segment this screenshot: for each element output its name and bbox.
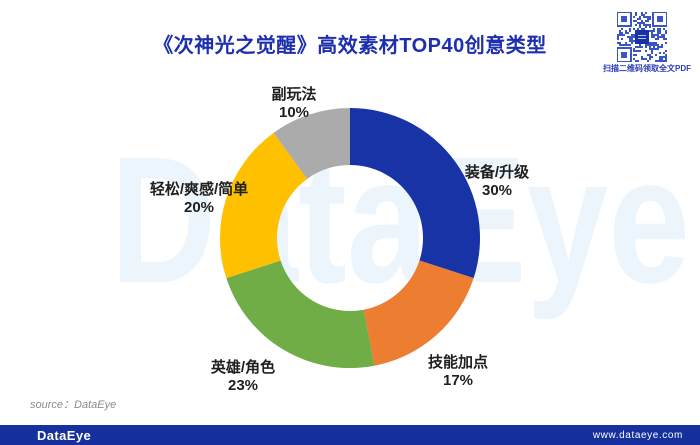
- qr-code-image: [616, 11, 668, 63]
- qr-code: [616, 11, 668, 67]
- donut-slice-2: [226, 260, 375, 369]
- source-note: source：DataEye: [30, 399, 117, 411]
- qr-caption: 扫描二维码领取全文PDF: [603, 64, 691, 73]
- footer-url: www.dataeye.com: [592, 429, 683, 441]
- page-title: 《次神光之觉醒》高效素材TOP40创意类型: [153, 35, 547, 57]
- donut-slice-3: [219, 132, 308, 279]
- donut-slice-1: [363, 260, 474, 366]
- footer-bar: DataEye www.dataeye.com: [0, 425, 700, 445]
- footer-logo: DataEye: [37, 427, 92, 443]
- donut-slice-4: [273, 108, 350, 179]
- donut-slice-0: [350, 108, 481, 279]
